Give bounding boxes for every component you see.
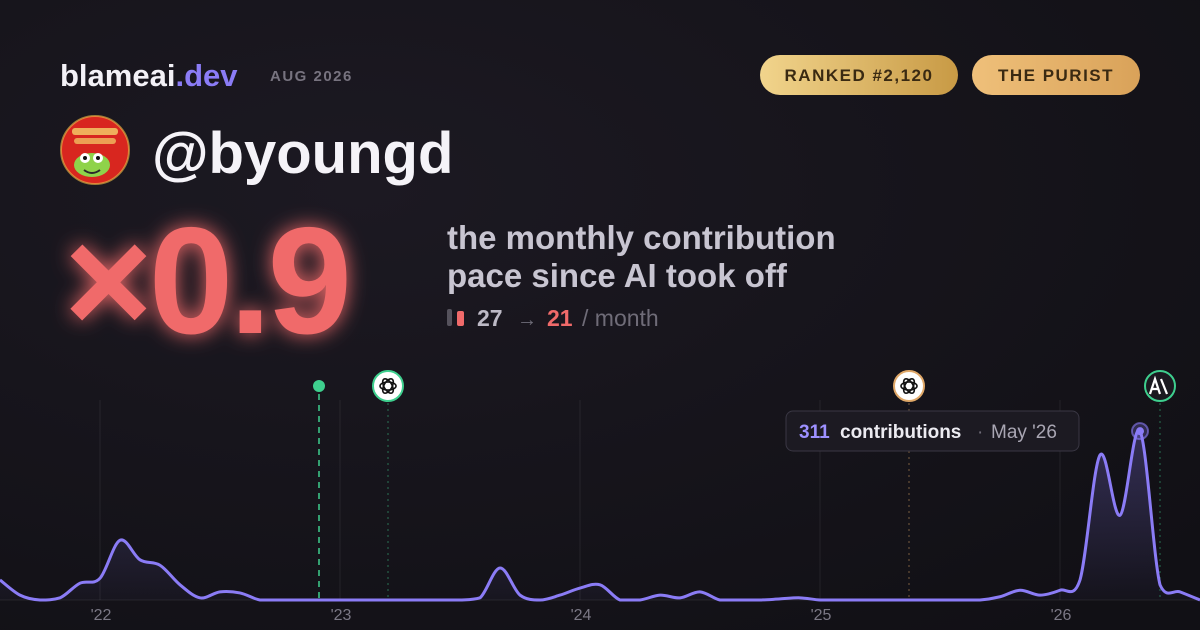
badge-label: THE PURIST — [998, 66, 1114, 85]
badge — [972, 55, 1140, 95]
brand-name: blameai — [60, 58, 175, 93]
arrow: → — [517, 309, 537, 331]
events — [313, 370, 1176, 600]
pace-unit: / month — [582, 305, 659, 331]
event-dot — [313, 380, 325, 392]
caption-line: pace since AI took off — [447, 257, 788, 294]
x-tick-label: '25 — [811, 607, 832, 624]
tooltip: 311 contributions · May '26 — [785, 410, 1080, 452]
line — [0, 428, 1200, 602]
x-tick-label: '24 — [571, 607, 592, 624]
pace-after: 21 — [547, 305, 573, 331]
badge-label: RANKED #2,120 — [785, 66, 934, 85]
x-tick-label: '22 — [91, 607, 112, 624]
caption-line: the monthly contribution — [447, 219, 836, 256]
highlight-point — [1136, 427, 1144, 436]
anthropic-icon — [1144, 370, 1176, 402]
tooltip-label: contributions — [840, 422, 961, 443]
x-tick-label: '23 — [331, 607, 352, 624]
avatar — [60, 115, 130, 185]
tooltip-date: May '26 — [991, 422, 1057, 443]
separator: · — [977, 422, 983, 443]
brand: blameai.dev — [60, 58, 238, 93]
x-tick-label: '26 — [1051, 607, 1072, 624]
handle: @byoungd — [152, 121, 453, 186]
brand-tld: .dev — [175, 58, 238, 93]
multiplier: ×0.9 — [64, 196, 348, 366]
date: AUG 2026 — [270, 68, 353, 85]
openai-icon — [893, 370, 925, 402]
tooltip-value: 311 — [799, 422, 830, 443]
pace-before: 27 — [477, 305, 503, 331]
pace-icon — [457, 311, 464, 326]
plot — [0, 422, 1200, 602]
pace-icon — [447, 309, 452, 326]
tooltip-box — [785, 410, 1080, 452]
openai-icon — [372, 370, 404, 402]
badge — [760, 55, 958, 95]
